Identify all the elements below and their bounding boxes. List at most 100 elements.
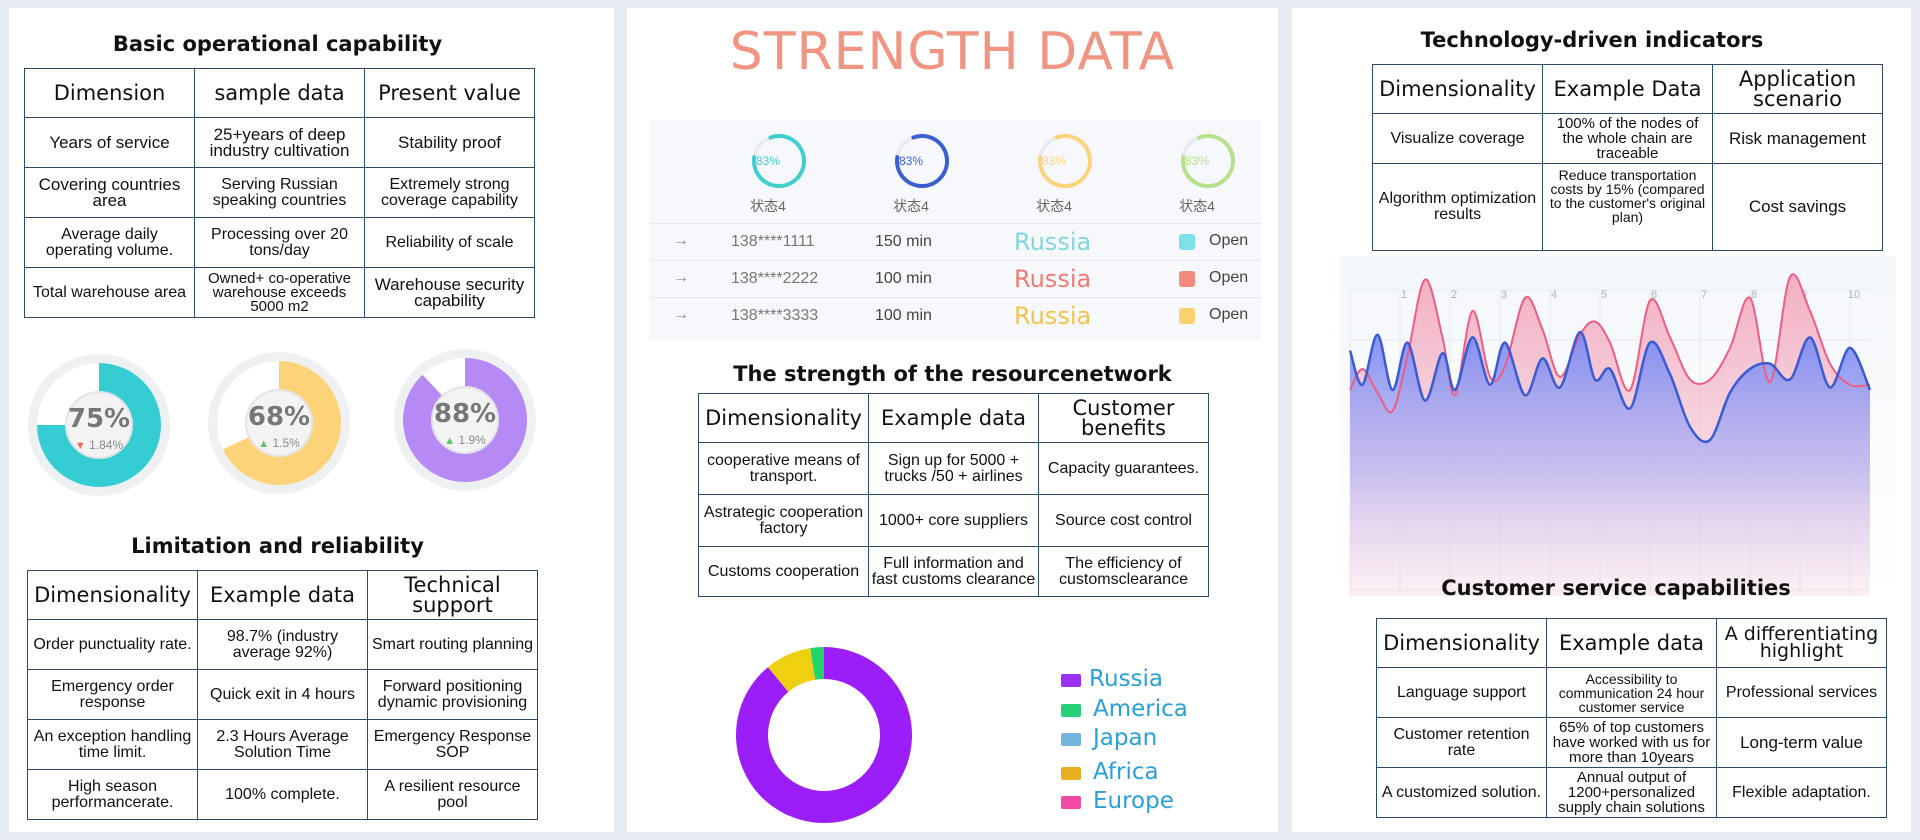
legend-swatch (1061, 733, 1081, 746)
status-text: Open (1209, 306, 1249, 323)
x-tick-label: 8 (1751, 289, 1757, 301)
gauge-value: 68% (247, 402, 311, 432)
legend-label: Europe (1093, 788, 1174, 814)
progress-ring-icon (752, 134, 806, 188)
table-cell: Processing over 20 tons/day (194, 217, 365, 268)
phone-number: 138****1111 (731, 233, 815, 250)
table-cell: Algorithm optimization results (1372, 163, 1543, 251)
table-cell: Reliability of scale (364, 217, 535, 268)
gauge-ring (394, 349, 536, 491)
technology-title: Technology-driven indicators (1420, 28, 1764, 52)
gauge-value: 88% (433, 399, 497, 429)
ring-percent: 83% (755, 154, 781, 168)
table-cell: The efficiency of customsclearance (1038, 546, 1209, 597)
progress-ring-icon (1181, 134, 1235, 188)
table-cell: Warehouse security capability (364, 267, 535, 318)
status-dot (1179, 308, 1195, 324)
table-header: Dimensionality (1372, 64, 1543, 114)
progress-arc (895, 134, 949, 188)
progress-ring-icon (1038, 134, 1092, 188)
table-cell: Annual output of 1200+personalized suppl… (1546, 767, 1717, 818)
x-tick-label: 2 (1451, 289, 1457, 301)
ring-label: 状态4 (1179, 198, 1215, 214)
table-header: Example data (868, 393, 1039, 443)
arrow-up-icon: ▲ (444, 435, 456, 447)
table-cell: Visualize coverage (1372, 113, 1543, 164)
table-header: Example data (197, 570, 368, 620)
status-row[interactable]: → 138****2222 100 min Russia Open (649, 260, 1261, 297)
table-cell: Customs cooperation (698, 546, 869, 597)
resource-network-table: Dimensionality Example data Customer ben… (698, 393, 1209, 597)
donut-slice-america (810, 647, 824, 680)
table-header: Example Data (1542, 64, 1713, 114)
gauge-delta: ▼ 1.84% (26, 438, 172, 452)
basic-capability-table: Dimension sample data Present value Year… (24, 68, 535, 318)
status-row[interactable]: → 138****1111 150 min Russia Open (649, 223, 1261, 260)
country-name: Russia (1014, 265, 1092, 293)
ring-label: 状态4 (1036, 198, 1072, 214)
phone-number: 138****3333 (731, 307, 819, 324)
legend-swatch (1061, 767, 1081, 780)
gauge-88: 88% ▲ 1.9% (392, 347, 538, 493)
table-cell: Covering countries area (24, 167, 195, 218)
table-header: A differentiating highlight (1716, 618, 1887, 668)
table-cell: Full information and fast customs cleara… (868, 546, 1039, 597)
arrow-right-icon[interactable]: → (673, 232, 689, 249)
table-cell: Serving Russian speaking countries (194, 167, 365, 218)
legend-swatch (1061, 796, 1081, 809)
customer-service-title: Customer service capabilities (1441, 576, 1791, 600)
progress-arc (1181, 134, 1235, 188)
arrow-right-icon[interactable]: → (673, 306, 689, 323)
table-header: Dimensionality (698, 393, 869, 443)
gauge-ring (208, 352, 350, 494)
x-tick-label: 10 (1848, 289, 1860, 301)
table-header: Dimensionality (1376, 618, 1547, 668)
wave-area-chart: 1 2 3 4 5 6 7 8 9 10 (1340, 256, 1896, 596)
status-text: Open (1209, 269, 1249, 286)
table-cell: Order punctuality rate. (27, 619, 198, 670)
status-ring: 83% 状态4 (882, 132, 962, 214)
table-cell: Reduce transportation costs by 15% (comp… (1542, 163, 1713, 251)
gauge-value: 75% (67, 404, 131, 434)
donut-chart (736, 647, 912, 823)
table-cell: Accessibility to communication 24 hour c… (1546, 667, 1717, 718)
table-cell: Stability proof (364, 117, 535, 168)
pink-series-line (1349, 273, 1871, 414)
table-cell: Source cost control (1038, 494, 1209, 547)
gauge-delta: ▲ 1.5% (206, 436, 352, 450)
status-dot (1179, 234, 1195, 250)
table-cell: Risk management (1712, 113, 1883, 164)
status-row[interactable]: → 138****3333 100 min Russia Open (649, 297, 1261, 334)
country-name: Russia (1014, 228, 1092, 256)
table-cell: 100% complete. (197, 769, 368, 820)
table-cell: 100% of the nodes of the whole chain are… (1542, 113, 1713, 164)
limitation-title: Limitation and reliability (131, 534, 424, 558)
gauge-delta-value: 1.5% (272, 436, 300, 450)
duration: 100 min (875, 270, 932, 287)
gauge-delta-value: 1.84% (89, 438, 124, 452)
table-cell: Flexible adaptation. (1716, 767, 1887, 818)
table-cell: Total warehouse area (24, 267, 195, 318)
progress-ring-icon (895, 134, 949, 188)
gauge-delta-value: 1.9% (458, 433, 486, 447)
basic-capability-title: Basic operational capability (112, 32, 443, 56)
table-cell: 98.7% (industry average 92%) (197, 619, 368, 670)
table-cell: Average daily operating volume. (24, 217, 195, 268)
x-tick-label: 7 (1701, 289, 1707, 301)
phone-number: 138****2222 (731, 270, 819, 287)
table-cell: Quick exit in 4 hours (197, 669, 368, 720)
table-cell: 65% of top customers have worked with us… (1546, 717, 1717, 768)
x-tick-label: 3 (1501, 289, 1507, 301)
x-tick-label: 1 (1401, 289, 1407, 301)
table-header: Application scenario (1712, 64, 1883, 114)
duration: 100 min (875, 307, 932, 324)
table-cell: Long-term value (1716, 717, 1887, 768)
table-header: Present value (364, 68, 535, 118)
donut-slice-russia (736, 647, 912, 823)
table-cell: Years of service (24, 117, 195, 168)
table-cell: Emergency order response (27, 669, 198, 720)
arrow-right-icon[interactable]: → (673, 269, 689, 286)
table-cell: Cost savings (1712, 163, 1883, 251)
table-cell: Capacity guarantees. (1038, 442, 1209, 495)
status-text: Open (1209, 232, 1249, 249)
